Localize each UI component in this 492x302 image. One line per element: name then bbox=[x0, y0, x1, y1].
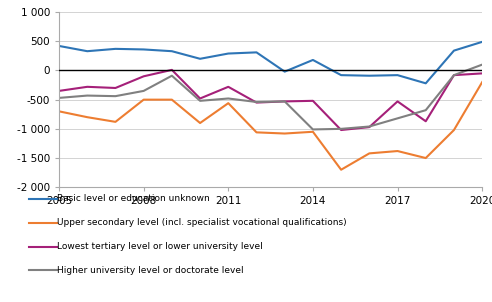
Text: Higher university level or doctorate level: Higher university level or doctorate lev… bbox=[58, 266, 244, 275]
Text: Basic level or education unknown: Basic level or education unknown bbox=[58, 194, 210, 203]
Text: Upper secondary level (incl. specialist vocational qualifications): Upper secondary level (incl. specialist … bbox=[58, 218, 347, 227]
Text: Lowest tertiary level or lower university level: Lowest tertiary level or lower universit… bbox=[58, 242, 263, 251]
